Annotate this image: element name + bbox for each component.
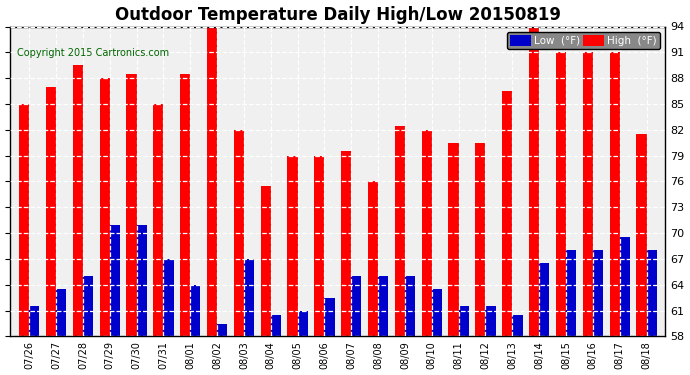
- Bar: [99, 78, 110, 336]
- Bar: [341, 152, 351, 336]
- Bar: [164, 259, 174, 336]
- Bar: [29, 306, 39, 336]
- Legend: Low  (°F), High  (°F): Low (°F), High (°F): [507, 32, 660, 49]
- Bar: [395, 126, 405, 336]
- Bar: [582, 53, 593, 336]
- Bar: [324, 298, 335, 336]
- Bar: [448, 143, 459, 336]
- Bar: [566, 251, 576, 336]
- Bar: [126, 74, 137, 336]
- Bar: [529, 22, 539, 336]
- Bar: [207, 27, 217, 336]
- Text: Copyright 2015 Cartronics.com: Copyright 2015 Cartronics.com: [17, 48, 169, 58]
- Bar: [539, 263, 549, 336]
- Bar: [636, 134, 647, 336]
- Bar: [72, 65, 83, 336]
- Bar: [288, 156, 297, 336]
- Bar: [475, 143, 486, 336]
- Bar: [110, 225, 120, 336]
- Bar: [378, 276, 388, 336]
- Bar: [137, 225, 147, 336]
- Bar: [297, 310, 308, 336]
- Bar: [314, 156, 324, 336]
- Bar: [180, 74, 190, 336]
- Bar: [19, 104, 29, 336]
- Bar: [432, 289, 442, 336]
- Bar: [217, 324, 227, 336]
- Bar: [46, 87, 56, 336]
- Bar: [368, 182, 378, 336]
- Bar: [620, 237, 630, 336]
- Bar: [609, 53, 620, 336]
- Bar: [405, 276, 415, 336]
- Bar: [190, 285, 201, 336]
- Bar: [153, 104, 164, 336]
- Bar: [502, 91, 513, 336]
- Bar: [351, 276, 362, 336]
- Bar: [56, 289, 66, 336]
- Bar: [234, 130, 244, 336]
- Title: Outdoor Temperature Daily High/Low 20150819: Outdoor Temperature Daily High/Low 20150…: [115, 6, 561, 24]
- Bar: [513, 315, 522, 336]
- Bar: [261, 186, 270, 336]
- Bar: [270, 315, 281, 336]
- Bar: [556, 53, 566, 336]
- Bar: [422, 130, 432, 336]
- Bar: [244, 259, 254, 336]
- Bar: [83, 276, 93, 336]
- Bar: [459, 306, 469, 336]
- Bar: [593, 251, 603, 336]
- Bar: [647, 251, 657, 336]
- Bar: [486, 306, 495, 336]
